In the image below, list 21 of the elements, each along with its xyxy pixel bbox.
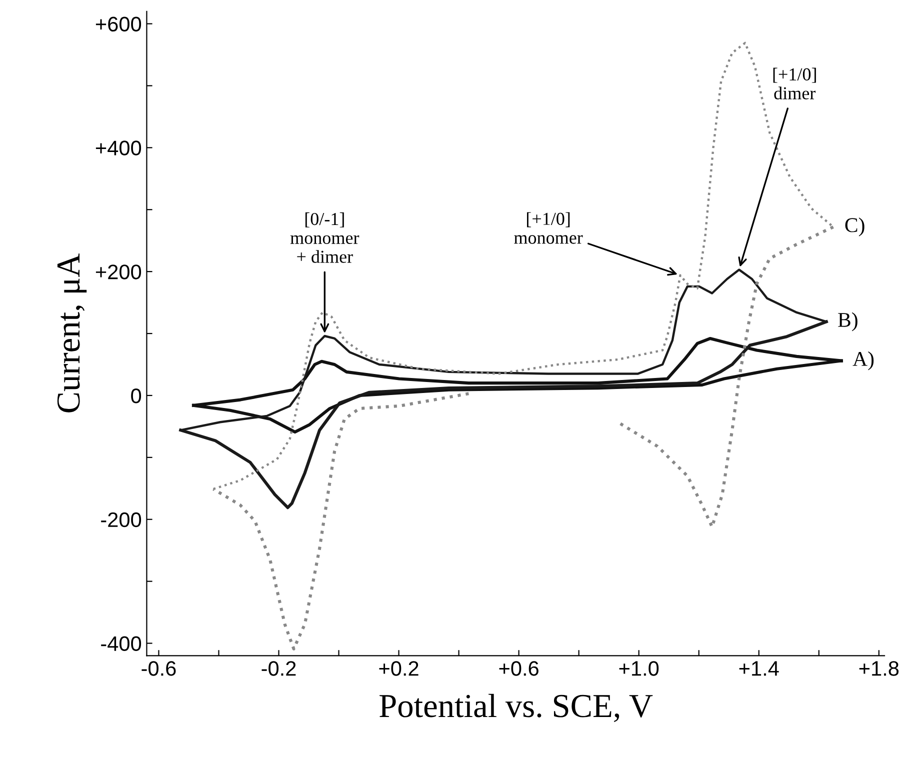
annotation: [+1/0] monomer — [514, 212, 583, 244]
x-tick-label: +1.4 — [739, 661, 779, 676]
annotation: [+1/0] dimer — [773, 68, 816, 100]
y-tick-label: +400 — [96, 140, 142, 156]
x-tick-label: +1.8 — [859, 661, 899, 676]
y-tick-label: +200 — [96, 264, 142, 280]
x-tick-label: +1.0 — [619, 661, 659, 676]
x-tick-label: -0.2 — [262, 661, 296, 676]
series-label: B) — [838, 312, 858, 332]
series-label: A) — [852, 351, 874, 370]
y-tick-label: +600 — [96, 16, 142, 32]
series-label: C) — [845, 218, 864, 236]
x-tick-label: +0.6 — [499, 661, 538, 676]
x-tick-label: +0.2 — [379, 661, 418, 676]
x-tick-label: -0.6 — [142, 661, 176, 676]
x-axis-title: Potential vs. SCE, V — [380, 694, 653, 722]
annotation: [0/-1] monomer + dimer — [290, 212, 360, 263]
y-tick-label: 0 — [131, 388, 142, 404]
y-tick-label: -200 — [101, 512, 142, 528]
y-tick-label: -400 — [101, 636, 142, 652]
y-axis-title: Current, μA — [57, 254, 87, 412]
